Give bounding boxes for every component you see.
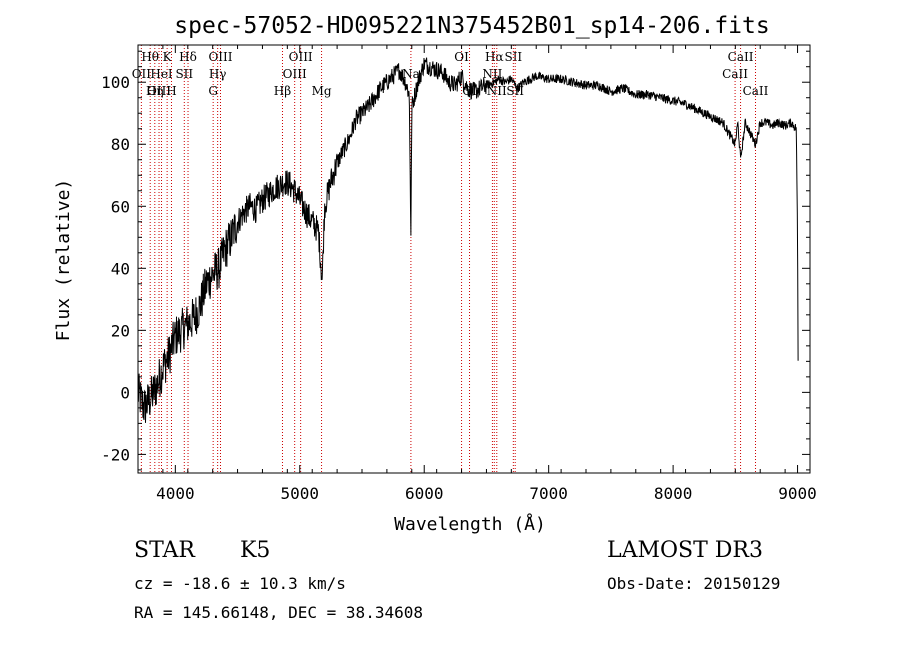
- line-marker-label: OIII: [283, 67, 307, 81]
- line-marker-label: Hα: [485, 50, 504, 64]
- object-subclass: K5: [240, 538, 271, 563]
- observation-date: Obs-Date: 20150129: [607, 574, 781, 593]
- line-marker-label: G: [208, 84, 218, 98]
- y-tick-label: 40: [111, 259, 130, 278]
- x-tick-label: 9000: [778, 484, 817, 503]
- line-markers: Hθ OII OIII K HeI Hη H Hδ SII OIII Hγ G OIII OIII Hβ Mg…: [132, 45, 769, 473]
- line-marker-label: H: [166, 84, 176, 98]
- y-tick-label: 20: [111, 321, 130, 340]
- line-marker-label: Hη: [146, 84, 164, 98]
- x-tick-label: 4000: [156, 484, 195, 503]
- line-marker-label: Na: [402, 67, 420, 81]
- spectrum-line: [137, 57, 799, 423]
- x-tick-label: 8000: [654, 484, 693, 503]
- line-marker-label: CaII: [743, 84, 769, 98]
- line-marker-label: OI: [454, 50, 469, 64]
- object-class: STAR: [134, 538, 195, 563]
- y-tick-label: 80: [111, 135, 130, 154]
- line-marker-label: OIII: [289, 50, 313, 64]
- chart-title: spec-57052-HD095221N375452B01_sp14-206.f…: [174, 13, 769, 39]
- y-tick-label: 0: [120, 383, 130, 402]
- survey-name: LAMOST DR3: [607, 538, 763, 563]
- x-tick-label: 5000: [281, 484, 320, 503]
- plot-frame: [137, 44, 811, 474]
- line-marker-label: Hγ: [209, 67, 227, 81]
- line-marker-label: SII: [504, 50, 522, 64]
- line-marker-label: OII: [132, 67, 152, 81]
- coordinates-text: RA = 145.66148, DEC = 38.34608: [134, 603, 423, 622]
- line-marker-label: Mg: [312, 84, 332, 98]
- line-marker-label: NII: [482, 67, 502, 81]
- line-marker-label: Hβ: [274, 84, 291, 98]
- line-marker-label: Hθ: [141, 50, 159, 64]
- line-marker-label: OIII: [208, 50, 232, 64]
- line-marker-label: Hδ: [179, 50, 197, 64]
- x-tick-label: 7000: [529, 484, 568, 503]
- y-tick-label: 60: [111, 197, 130, 216]
- line-marker-label: K: [163, 50, 173, 64]
- line-marker-label: HeI: [150, 67, 173, 81]
- line-marker-label: CaII: [722, 67, 748, 81]
- line-marker-label: CaII: [728, 50, 754, 64]
- y-tick-label: -20: [101, 445, 130, 464]
- axes: 4000 5000 6000 7000 8000 9000 -20 0 20 40 60 80 100: [101, 45, 817, 503]
- y-tick-label: 100: [101, 73, 130, 92]
- line-marker-label: SII: [175, 67, 193, 81]
- line-marker-label: OIII: [147, 84, 171, 98]
- redshift-text: cz = -18.6 ± 10.3 km/s: [134, 574, 346, 593]
- x-tick-label: 6000: [405, 484, 444, 503]
- x-axis-label: Wavelength (Å): [394, 513, 546, 535]
- y-axis-label: Flux (relative): [53, 179, 74, 342]
